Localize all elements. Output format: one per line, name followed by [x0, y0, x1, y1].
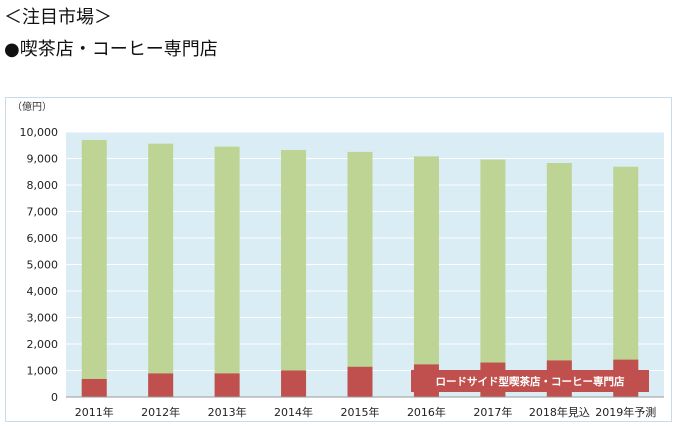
bar-total: [347, 151, 373, 397]
x-tick-label: 2012年: [141, 405, 180, 419]
x-tick-label: 2011年: [75, 405, 114, 419]
x-tick-label: 2017年: [473, 405, 512, 419]
legend: ロードサイド型喫茶店・コーヒー専門店: [411, 370, 649, 392]
legend-label: ロードサイド型喫茶店・コーヒー専門店: [436, 375, 625, 388]
y-tick-label: 10,000: [20, 126, 59, 139]
bar-total: [480, 159, 506, 397]
y-tick-label: 6,000: [27, 232, 59, 245]
y-tick-label: 0: [51, 391, 58, 404]
bar-total: [214, 146, 240, 397]
bar-total: [81, 139, 107, 397]
y-tick-label: 2,000: [27, 338, 59, 351]
y-tick-label: 9,000: [27, 153, 59, 166]
y-axis: 0 1,000 2,000 3,000 4,000 5,000 6,000 7,000 8,00…: [20, 126, 664, 404]
x-axis: 2011年 2012年 2013年 2014年 2015年 2016年 2017年 2018年…: [75, 405, 657, 419]
bar-total: [148, 143, 174, 397]
y-tick-label: 4,000: [27, 285, 59, 298]
y-tick-label: 7,000: [27, 206, 59, 219]
y-tick-label: 5,000: [27, 259, 59, 272]
x-tick-label: 2013年: [208, 405, 247, 419]
x-tick-label: 2016年: [407, 405, 446, 419]
bars: [81, 139, 639, 397]
chart-frame: [5, 97, 672, 422]
bar-total: [613, 166, 639, 397]
y-tick-label: 3,000: [27, 312, 59, 325]
bar-segment: [281, 370, 307, 397]
page-subheading: ●喫茶店・コーヒー専門店: [4, 39, 218, 60]
legend-label-box: [411, 370, 649, 392]
bar-segment: [347, 366, 373, 397]
bar-segment: [81, 378, 107, 397]
x-tick-label: 2019年予測: [595, 405, 656, 419]
bar-segment: [214, 373, 240, 397]
y-axis-label: （億円）: [12, 100, 52, 113]
bar-total: [546, 163, 572, 397]
y-tick-label: 1,000: [27, 365, 59, 378]
bar-total: [413, 156, 439, 397]
y-tick-label: 8,000: [27, 179, 59, 192]
page-heading: ＜注目市場＞: [4, 7, 112, 28]
x-tick-label: 2014年: [274, 405, 313, 419]
bar-segment: [148, 373, 174, 397]
x-tick-label: 2015年: [341, 405, 380, 419]
bar-total: [281, 150, 307, 397]
x-tick-label: 2018年見込: [529, 405, 590, 419]
